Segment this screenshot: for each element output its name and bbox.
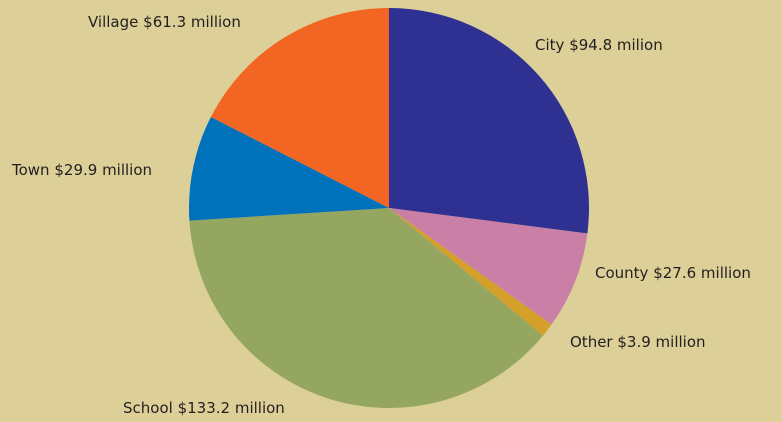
slice-label: Village $61.3 million (88, 13, 241, 31)
pie-slice (389, 8, 589, 234)
value-label: $29.9 million (54, 161, 152, 179)
category-label: School (123, 399, 173, 417)
slice-label: City $94.8 milion (535, 36, 663, 54)
category-label: City (535, 36, 565, 54)
category-label: Other (570, 333, 613, 351)
slice-label: County $27.6 million (595, 264, 751, 282)
value-label: $3.9 million (617, 333, 705, 351)
slice-label: Town $29.9 million (11, 161, 152, 179)
value-label: $133.2 million (178, 399, 285, 417)
pie-slice (389, 208, 588, 325)
pie-slice (189, 208, 543, 409)
category-label: County (595, 264, 649, 282)
slice-label: School $133.2 million (123, 399, 285, 417)
category-label: Village (88, 13, 138, 31)
category-label: Town (11, 161, 50, 179)
pie-slice (189, 116, 389, 221)
value-label: $61.3 million (143, 13, 241, 31)
value-label: $27.6 million (653, 264, 751, 282)
slice-label: Other $3.9 million (570, 333, 706, 351)
pie-slice (210, 8, 389, 208)
value-label: $94.8 milion (569, 36, 663, 54)
pie-slice (389, 208, 552, 336)
